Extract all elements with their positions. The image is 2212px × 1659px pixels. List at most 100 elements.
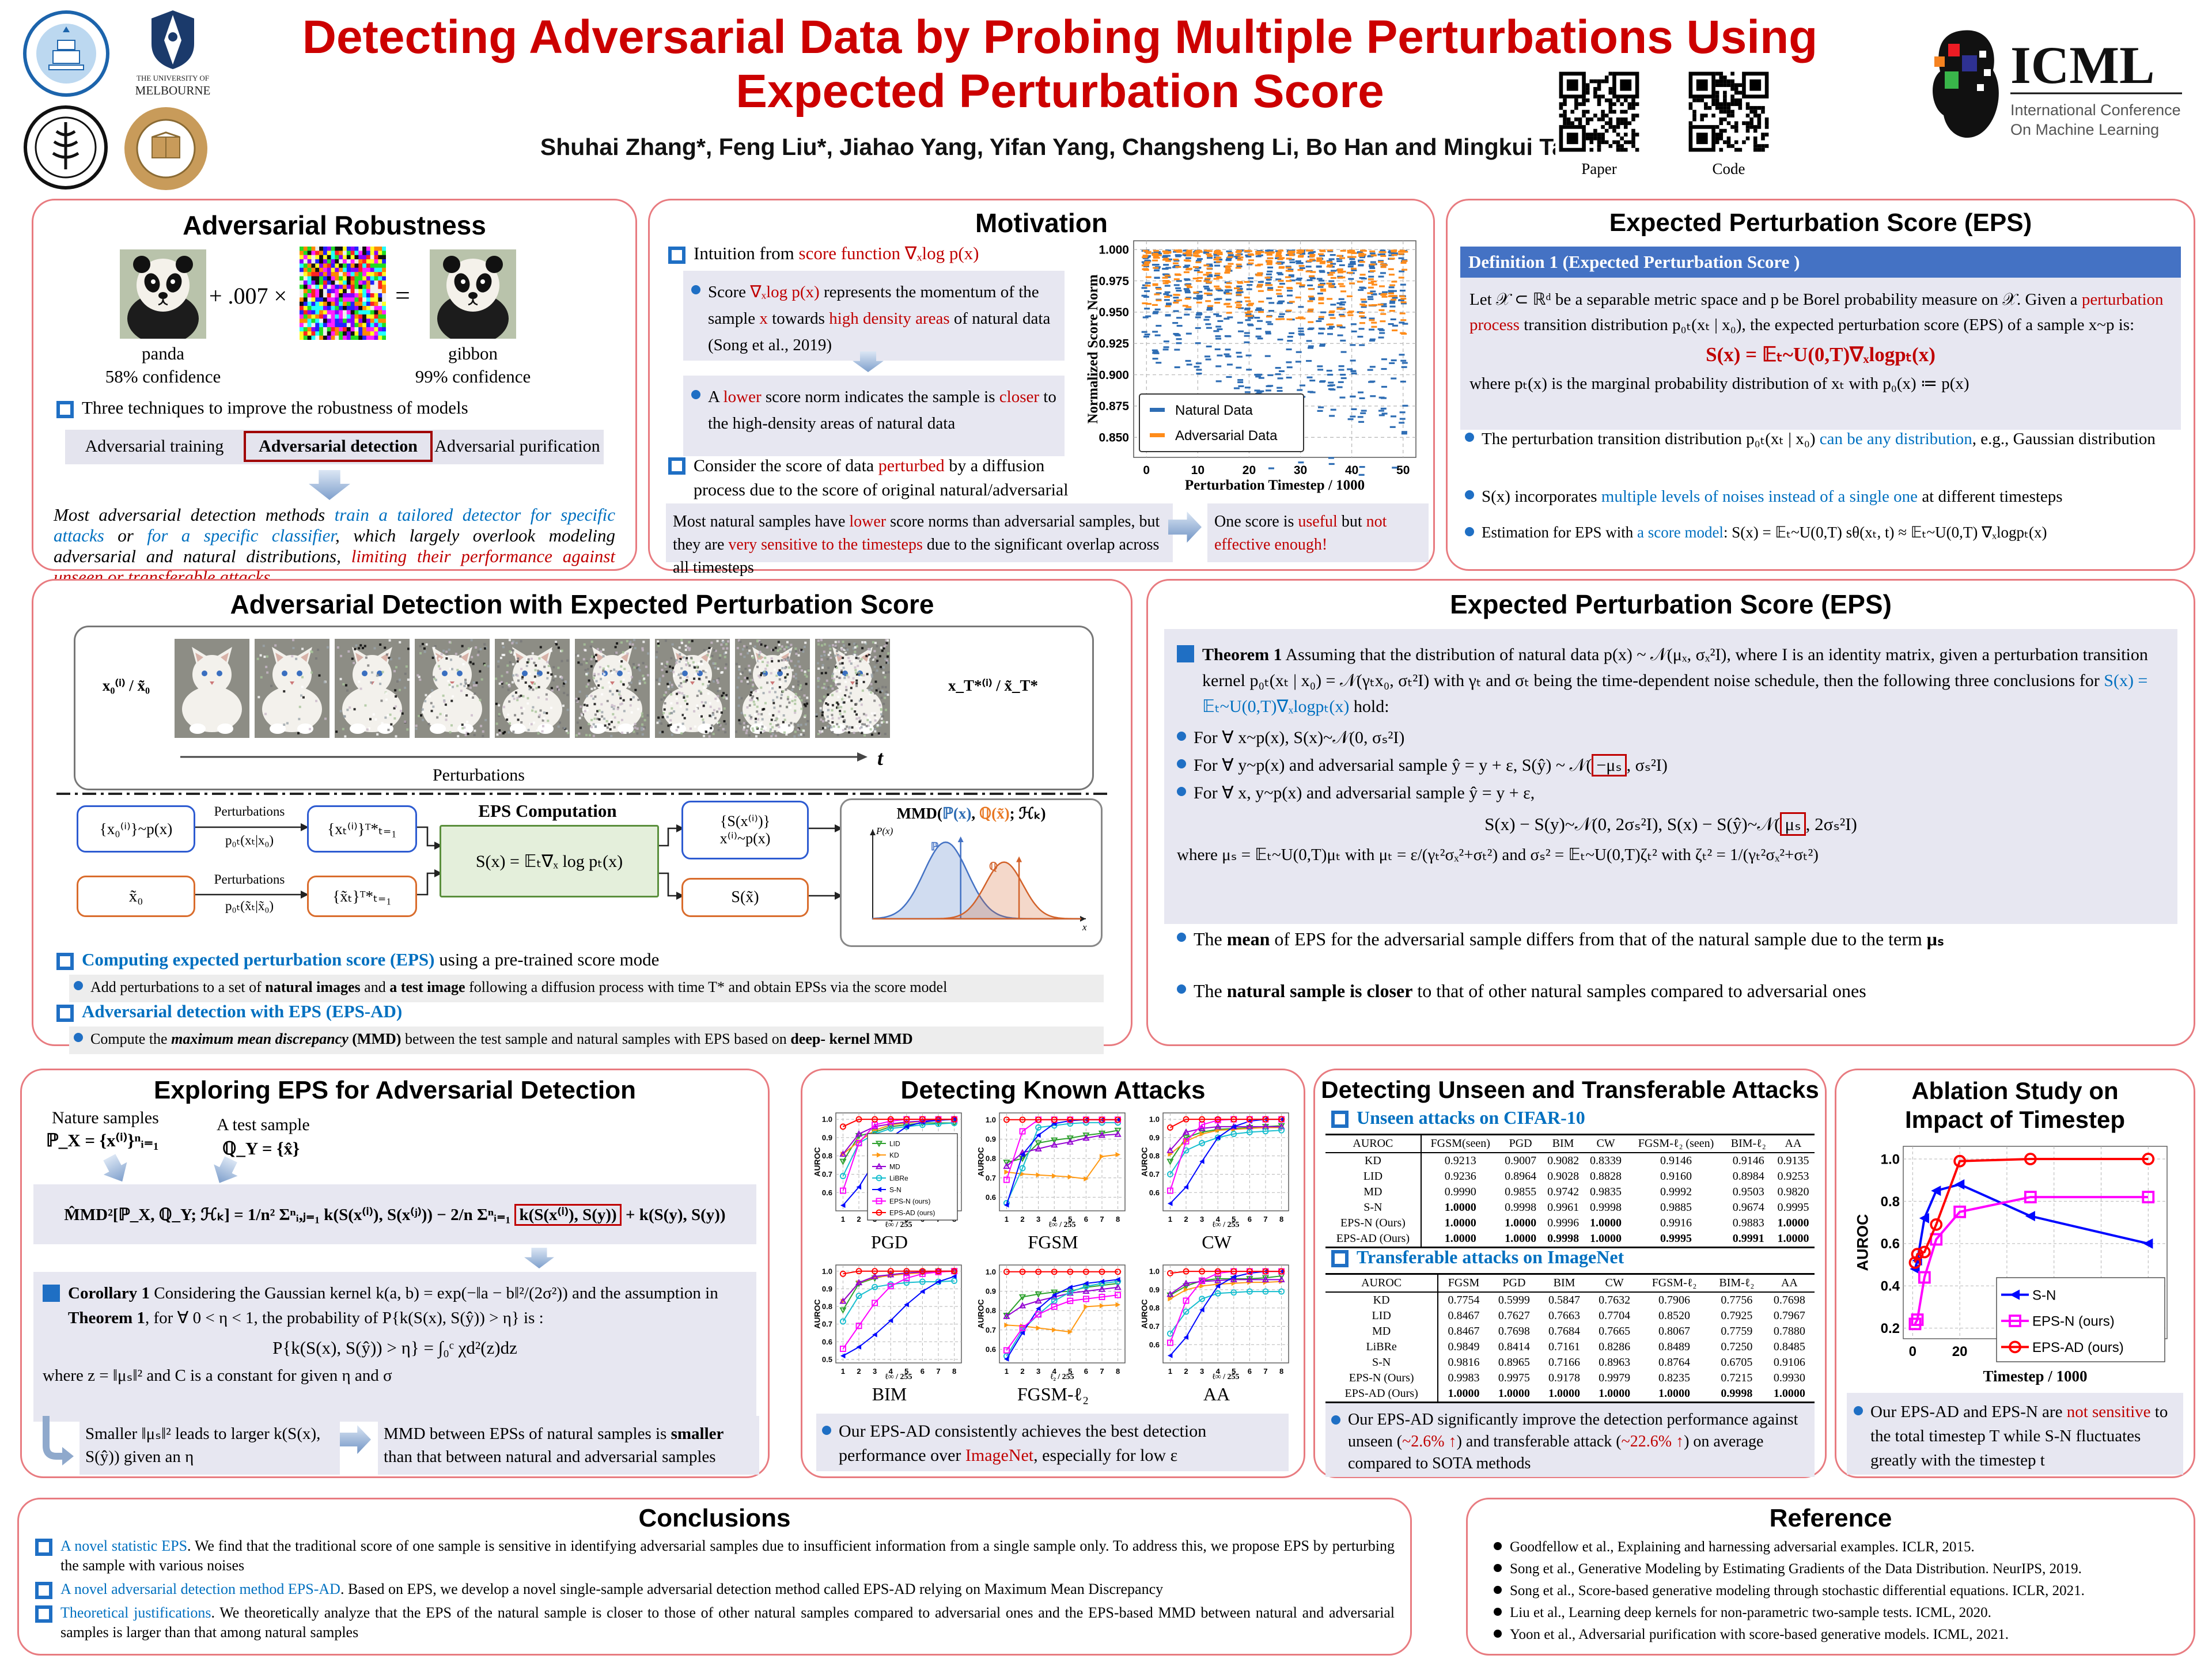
- text-segment: to the high-density areas of natural dat…: [708, 388, 1056, 433]
- svg-text:6: 6: [1084, 1215, 1088, 1224]
- techniques-strip: Adversarial training Adversarial detecti…: [65, 430, 604, 464]
- text-segment: perturbation process: [1469, 290, 2164, 334]
- table-cell: 0.9106: [1773, 1356, 1805, 1369]
- svg-text:0.7: 0.7: [986, 1173, 996, 1182]
- text-segment: mean: [1226, 929, 1270, 949]
- svg-text:6: 6: [1084, 1367, 1088, 1376]
- svg-text:0.6: 0.6: [1149, 1340, 1160, 1349]
- text-segment: following a diffusion process with time …: [465, 979, 948, 995]
- definition-header: Definition 1 (Expected Perturbation Scor…: [1460, 247, 2181, 278]
- text-segment: The: [1194, 980, 1227, 1001]
- svg-text:0.975: 0.975: [1099, 275, 1129, 288]
- table-row: LID 0.9236 0.8964 0.9028 0.8828 0.9160 0.8984 0…: [1325, 1169, 1815, 1184]
- table-cell: 0.7663: [1548, 1309, 1581, 1322]
- text-segment: Theorem 1: [68, 1309, 145, 1327]
- reference-text: Liu et al., Learning deep kernels for no…: [1510, 1605, 1991, 1620]
- bullet-estimation: Estimation for EPS with a score model: S…: [1465, 521, 2179, 544]
- dot-bullet-icon: [691, 285, 700, 294]
- svg-text:0.8: 0.8: [1881, 1194, 1900, 1210]
- text-segment: ; ℋₖ): [1009, 805, 1046, 822]
- table-header-cell: BIM: [1541, 1134, 1585, 1153]
- table-cell: 0.9998: [1590, 1201, 1622, 1214]
- text-segment: score norm indicates the sample is: [761, 388, 999, 406]
- unseen-subheading: Unseen attacks on CIFAR-10: [1331, 1107, 1585, 1128]
- conclusion-2: For ∀ y~p(x) and adversarial sample ŷ = …: [1177, 753, 2165, 778]
- text-segment: hold:: [1349, 697, 1389, 716]
- perturbation-strip: x₀⁽ⁱ⁾ / x̃₀ x_T*⁽ⁱ⁾ / x̃_T* t Perturbati…: [74, 626, 1094, 790]
- svg-text:2: 2: [857, 1367, 861, 1376]
- svg-text:AUROC: AUROC: [1140, 1299, 1149, 1328]
- svg-text:8: 8: [1279, 1367, 1283, 1376]
- svg-text:0.9: 0.9: [1149, 1285, 1160, 1294]
- text-segment: , which largely overlook modeling advers…: [54, 525, 615, 566]
- table-row-label: MD: [1325, 1184, 1422, 1200]
- svg-text:0.7: 0.7: [1149, 1170, 1160, 1179]
- text-segment: and: [360, 979, 390, 995]
- one-score-note-box: One score is useful but not effective en…: [1207, 503, 1429, 562]
- panel-eps-definition: Expected Perturbation Score (EPS) Defini…: [1446, 199, 2195, 571]
- technique-adv-detection: Adversarial detection: [244, 431, 433, 462]
- table-cell: 0.9885: [1660, 1201, 1692, 1214]
- table-cell: 0.7698: [1498, 1325, 1530, 1338]
- text-segment: Assuming that the distribution of natura…: [1202, 645, 2148, 690]
- svg-text:x: x: [1082, 922, 1087, 933]
- table-cell: 0.7627: [1498, 1309, 1530, 1322]
- table-cell: 0.9160: [1660, 1170, 1692, 1183]
- table-cell: 1.0000: [1584, 1231, 1627, 1248]
- right-arrow-icon: [1168, 512, 1202, 543]
- table-row: MD 0.9990 0.9855 0.9742 0.9835 0.9992 0.9503 0.…: [1325, 1184, 1815, 1200]
- table-cell: 0.7684: [1548, 1325, 1581, 1338]
- table-row: EPS-N (Ours) 0.9983 0.9975 0.9178 0.9979 0.82…: [1325, 1370, 1815, 1386]
- arrow1-bottom-label: p₀ₜ(xₜ|x₀): [225, 833, 274, 847]
- hkbu-logo: [122, 105, 210, 192]
- gibbon-confidence: 99% confidence: [415, 366, 531, 387]
- chart-caption: BIM: [872, 1384, 907, 1404]
- table-cell: 0.7967: [1773, 1309, 1805, 1322]
- svg-text:3: 3: [873, 1367, 877, 1376]
- table-row-label: KD: [1325, 1292, 1439, 1308]
- text-segment: ) on average compared to SOTA methods: [1348, 1433, 1764, 1472]
- table-header-cell: AUROC: [1325, 1134, 1422, 1153]
- svg-text:LiBRe: LiBRe: [889, 1174, 908, 1182]
- table-cell: 0.9995: [1777, 1201, 1809, 1214]
- text-segment: : S(x) = 𝔼ₜ~U(0,T) sθ(xₜ, t) ≈ 𝔼ₜ~U(0,T)…: [1723, 524, 2047, 541]
- table-header-cell: FGSM-ℓ₂: [1639, 1273, 1709, 1293]
- text-segment: μₛ: [1926, 929, 1944, 949]
- text-segment: Theorem 1: [1202, 645, 1282, 664]
- svg-text:0.6: 0.6: [986, 1193, 996, 1202]
- square-bullet-icon: [56, 953, 74, 970]
- text-segment: A: [708, 388, 724, 406]
- table-header-cell: BIM-ℓ₂: [1725, 1134, 1772, 1153]
- pipeline-connectors: [192, 823, 843, 900]
- table-cell: 0.8984: [1732, 1170, 1764, 1183]
- x0-label: x₀⁽ⁱ⁾ / x̃₀: [102, 677, 150, 694]
- text-segment: transition distribution p₀ₜ(xₜ | x₀), th…: [1519, 316, 2135, 334]
- svg-text:1: 1: [1168, 1215, 1172, 1224]
- table-header-cell: BIM: [1539, 1273, 1590, 1293]
- svg-text:S-N: S-N: [889, 1185, 902, 1194]
- svg-text:3: 3: [1200, 1367, 1204, 1376]
- table-cell: 0.7906: [1658, 1294, 1691, 1306]
- mmd-density-plot: P(x) x ℙ ℚ: [870, 825, 1087, 933]
- square-bullet-icon: [1331, 1111, 1349, 1128]
- qr-paper-label: Paper: [1581, 160, 1617, 177]
- svg-text:0.7: 0.7: [822, 1170, 832, 1179]
- arrow1-top-label: Perturbations: [214, 804, 285, 819]
- eps-naturals-line2: x⁽ⁱ⁾~p(x): [719, 830, 771, 847]
- table-cell: 0.5999: [1498, 1294, 1530, 1306]
- text-segment: , σₛ²I): [1626, 756, 1668, 775]
- svg-text:0.8: 0.8: [986, 1154, 996, 1163]
- smaller-mu-note: Smaller ‖μₛ‖² leads to larger k(S(x), S(…: [79, 1416, 340, 1475]
- table-cell: 0.8414: [1498, 1340, 1530, 1353]
- table-cell: 0.9849: [1448, 1340, 1480, 1353]
- sensitivity-note-box: Most natural samples have lower score no…: [666, 503, 1173, 577]
- text-segment: not sensitive: [2066, 1403, 2151, 1421]
- table-cell: 0.9146: [1660, 1154, 1692, 1167]
- table-cell: 0.9236: [1444, 1170, 1476, 1183]
- text-segment: of EPS for the adversarial sample differ…: [1270, 929, 1927, 949]
- text-segment: perturbed: [878, 456, 945, 475]
- table-row-label: EPS-AD (Ours): [1325, 1231, 1422, 1248]
- svg-text:0.6: 0.6: [1149, 1188, 1160, 1197]
- table-cell: 0.8963: [1599, 1356, 1631, 1369]
- text-segment: ~2.6% ↑: [1402, 1433, 1457, 1450]
